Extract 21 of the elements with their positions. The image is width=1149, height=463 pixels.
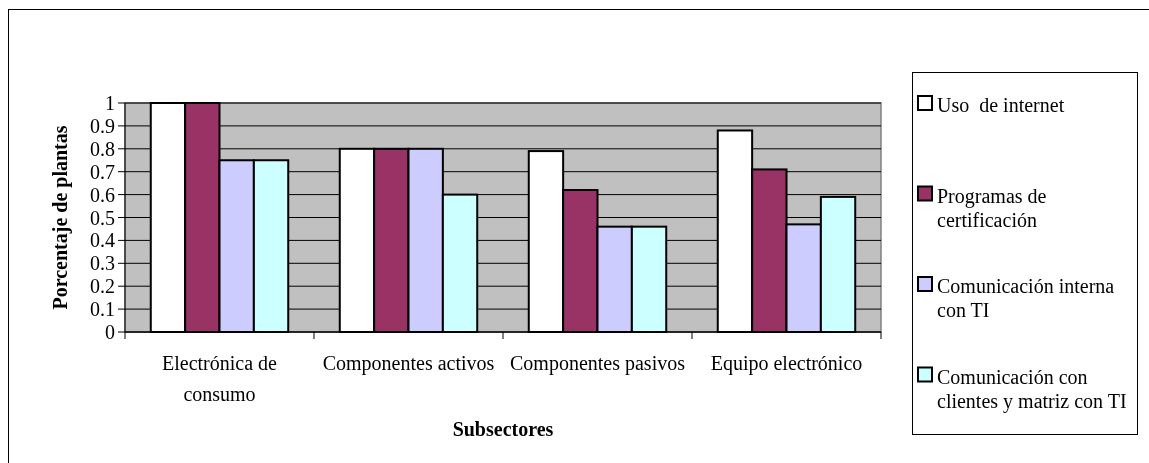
x-tick-label: Componentes activos xyxy=(322,352,495,375)
y-axis-title: Porcentaje de plantas xyxy=(49,125,72,310)
y-tick-label: 0.6 xyxy=(90,183,115,206)
y-tick-label: 0.5 xyxy=(90,206,115,229)
y-tick-label: 0.1 xyxy=(90,298,115,321)
y-tick-label: 0.3 xyxy=(90,252,115,275)
y-tick-label: 0 xyxy=(105,321,115,343)
y-tick-label: 0.4 xyxy=(90,229,115,252)
x-tick-label: Componentes pasivos xyxy=(510,352,686,375)
y-tick-label: 1 xyxy=(105,92,115,114)
x-tick-label: Equipo electrónico xyxy=(710,352,863,375)
y-tick-label: 0.8 xyxy=(90,137,115,160)
x-tick-label: Electrónica de consumo xyxy=(162,352,278,405)
y-tick-label: 0.2 xyxy=(90,275,115,298)
y-tick-label: 0.9 xyxy=(90,114,115,137)
legend-label: Comunicación con clientes y matriz con TI xyxy=(937,365,1127,413)
y-tick-label: 0.7 xyxy=(90,160,115,183)
legend-label: Programas de certificación xyxy=(937,184,1047,231)
legend-label: Comunicación interna con TI xyxy=(937,275,1115,321)
legend-label: Uso de internet xyxy=(937,94,1065,116)
x-axis-title: Subsectores xyxy=(452,418,554,440)
